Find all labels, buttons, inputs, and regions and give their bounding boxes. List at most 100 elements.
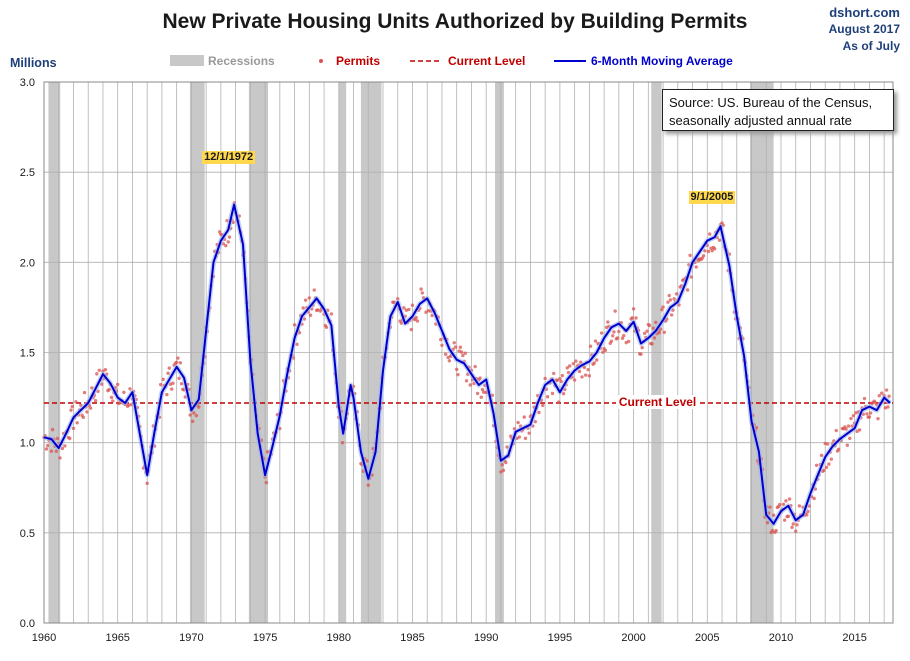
permit-point [55,436,60,441]
permit-point [657,330,662,335]
permit-point [480,387,485,392]
permit-point [846,424,851,428]
y-axis-unit: Millions [10,56,57,70]
permit-point [171,381,175,385]
permit-point [453,345,458,349]
permit-point [217,230,222,234]
permit-point [848,436,852,441]
source-note-line-2: seasonally adjusted annual rate [669,113,852,128]
permit-point [611,334,615,338]
source-site[interactable]: dshort.com [829,5,900,20]
permit-point [109,395,114,400]
permit-point [812,496,816,501]
permit-point [862,396,867,401]
permit-point [145,481,149,486]
permit-point [782,518,787,522]
permit-point [559,379,563,384]
x-tick-label: 1975 [253,632,277,644]
permit-point [837,447,841,452]
y-tick-label: 1.0 [20,438,35,450]
permit-point [822,468,826,473]
permit-point [543,376,547,381]
permit-point [617,329,621,334]
permit-point [516,420,520,425]
permit-point [588,344,593,348]
y-tick-label: 0.5 [20,528,35,540]
permit-point [717,238,722,242]
permit-point [778,502,782,507]
permit-point [500,463,504,467]
permit-point [688,253,692,258]
permit-point [865,412,869,416]
permit-point [834,428,838,433]
permit-point [867,415,872,419]
permit-point [461,353,465,358]
legend-permits-swatch [319,59,323,63]
permit-point [166,371,170,375]
permit-point [58,456,62,460]
permit-point [876,416,880,421]
permit-point [556,400,561,404]
permit-point [463,351,468,355]
permit-point [301,306,305,310]
moving-average-line [43,203,891,525]
permit-point [552,371,556,376]
permit-point [631,307,636,311]
permit-point [710,248,714,253]
permit-point [158,382,163,387]
permit-point [580,375,584,379]
permit-point [574,359,578,363]
permit-point [790,525,794,530]
permit-point [550,391,555,396]
permit-point [224,243,228,248]
permit-point [340,441,345,445]
permit-point [420,291,425,295]
permit-point [312,288,316,292]
permit-point [630,316,635,320]
permit-point [661,305,665,309]
permit-point [70,404,74,409]
permit-point [190,419,195,424]
peak-label-1972: 12/1/1972 [202,150,256,164]
plot-frame [43,81,894,624]
permit-point [689,275,694,279]
permit-point [555,378,560,382]
permit-point [586,367,590,372]
permit-point [827,462,831,466]
permit-point [787,497,792,501]
permit-point [456,372,460,377]
permit-point [568,364,572,368]
permit-point [824,465,829,470]
permit-point [415,319,420,323]
permit-point [71,426,76,431]
y-tick-label: 2.0 [20,257,35,269]
permit-point [849,416,853,421]
permit-point [606,320,610,324]
x-tick-label: 1995 [548,632,572,644]
permit-point [307,296,312,300]
permit-point [366,483,370,487]
permit-point [595,358,599,362]
permit-point [609,339,614,343]
permit-point [647,323,652,328]
permit-point [174,360,179,365]
permit-point [473,364,477,369]
permit-point [640,345,644,350]
permit-point [561,391,566,396]
permit-point [318,309,323,313]
permit-point [97,368,101,372]
permit-point [653,320,658,324]
source-note: Source: US. Bureau of the Census, season… [662,89,894,131]
permit-point [795,523,799,527]
permit-point [50,427,55,432]
permit-point [439,337,443,342]
permit-point [479,395,483,399]
permit-point [572,378,577,382]
x-tick-label: 1985 [400,632,424,644]
source-note-line-1: Source: US. Bureau of the Census, [669,95,873,110]
permit-point [177,376,181,381]
permit-point [672,297,676,301]
permit-point [69,408,73,412]
permit-point [165,392,169,397]
